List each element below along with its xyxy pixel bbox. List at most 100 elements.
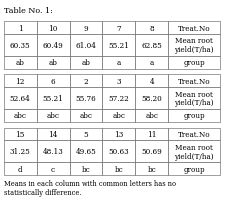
Bar [4,88,37,109]
Bar [102,128,135,141]
Bar [70,162,102,175]
Text: bc: bc [148,165,156,173]
Bar [102,88,135,109]
Text: 5: 5 [84,130,88,138]
Text: 58.20: 58.20 [142,95,162,103]
Text: d: d [18,165,22,173]
Text: ab: ab [16,59,25,67]
Bar [37,162,70,175]
Bar [70,128,102,141]
Text: 55.21: 55.21 [43,95,63,103]
Bar [70,35,102,56]
Text: abc: abc [47,112,60,120]
Bar [168,109,220,122]
Bar [37,56,70,69]
Bar [168,22,220,35]
Bar [102,56,135,69]
Text: group: group [183,59,205,67]
Bar [168,162,220,175]
Bar [37,128,70,141]
Text: abc: abc [112,112,125,120]
Bar [102,75,135,88]
Bar [70,141,102,162]
Text: Treat.No: Treat.No [178,25,210,32]
Text: 60.49: 60.49 [43,42,63,50]
Bar [37,141,70,162]
Bar [168,56,220,69]
Text: bc: bc [82,165,90,173]
Text: 62.85: 62.85 [142,42,162,50]
Bar [168,141,220,162]
Text: 14: 14 [48,130,58,138]
Text: 55.76: 55.76 [76,95,96,103]
Text: bc: bc [115,165,123,173]
Text: 4: 4 [150,77,154,85]
Bar [70,22,102,35]
Text: Table No. 1:: Table No. 1: [4,7,52,15]
Text: Treat.No: Treat.No [178,130,210,138]
Bar [135,128,168,141]
Text: 13: 13 [114,130,123,138]
Text: Means in each column with common letters has no
statistically difference.: Means in each column with common letters… [4,179,176,196]
Bar [102,109,135,122]
Bar [135,109,168,122]
Text: c: c [51,165,55,173]
Text: 9: 9 [84,25,88,32]
Text: 3: 3 [117,77,121,85]
Bar [4,128,37,141]
Text: Mean root
yield(T/ha): Mean root yield(T/ha) [174,90,214,107]
Bar [4,141,37,162]
Bar [135,162,168,175]
Text: Mean root
yield(T/ha): Mean root yield(T/ha) [174,143,214,160]
Text: a: a [117,59,121,67]
Text: 11: 11 [147,130,157,138]
Bar [168,88,220,109]
Text: abc: abc [80,112,92,120]
Bar [70,88,102,109]
Bar [37,109,70,122]
Text: 1: 1 [18,25,22,32]
Text: 31.25: 31.25 [10,147,30,156]
Text: group: group [183,165,205,173]
Text: 50.69: 50.69 [142,147,162,156]
Bar [4,162,37,175]
Text: 15: 15 [15,130,25,138]
Bar [37,22,70,35]
Text: 6: 6 [51,77,55,85]
Bar [168,35,220,56]
Text: 50.63: 50.63 [109,147,129,156]
Bar [135,141,168,162]
Bar [135,88,168,109]
Text: 49.65: 49.65 [76,147,96,156]
Text: 7: 7 [117,25,121,32]
Text: abc: abc [145,112,158,120]
Text: 52.64: 52.64 [10,95,30,103]
Text: group: group [183,112,205,120]
Bar [135,75,168,88]
Bar [102,162,135,175]
Text: 8: 8 [150,25,154,32]
Bar [70,75,102,88]
Text: Mean root
yield(T/ha): Mean root yield(T/ha) [174,37,214,54]
Bar [168,75,220,88]
Text: 12: 12 [15,77,25,85]
Text: Treat.No: Treat.No [178,77,210,85]
Text: 55.21: 55.21 [109,42,129,50]
Bar [102,35,135,56]
Bar [37,88,70,109]
Text: 60.35: 60.35 [10,42,30,50]
Bar [37,75,70,88]
Bar [135,56,168,69]
Bar [4,75,37,88]
Text: 10: 10 [48,25,58,32]
Bar [4,109,37,122]
Text: 57.22: 57.22 [109,95,129,103]
Bar [135,22,168,35]
Text: a: a [150,59,154,67]
Text: ab: ab [81,59,91,67]
Bar [70,56,102,69]
Bar [102,141,135,162]
Text: abc: abc [14,112,27,120]
Bar [168,128,220,141]
Bar [102,22,135,35]
